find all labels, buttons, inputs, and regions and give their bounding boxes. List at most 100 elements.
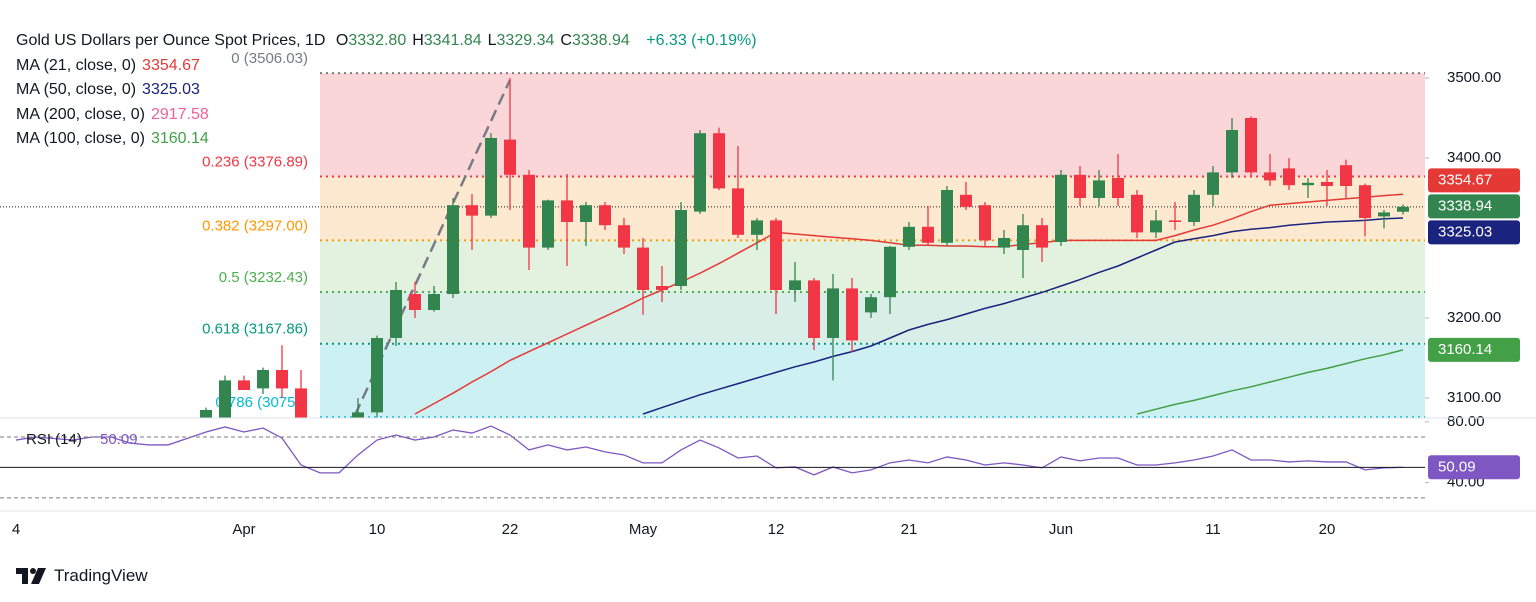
fib-layer: 0 (3506.03) 0.236 (3376.89) 0.382 (3297.00… <box>202 50 1425 419</box>
candle-body <box>1150 220 1162 233</box>
candle-body <box>1283 168 1295 186</box>
fib-level-label: 0.786 (3075.9 <box>215 394 308 411</box>
legend-value: 3354.67 <box>142 56 200 74</box>
candle-body <box>1169 220 1181 222</box>
candle-body <box>200 410 212 418</box>
candle-body <box>352 412 364 418</box>
header-row: Gold US Dollars per Ounce Spot Prices, 1… <box>16 29 763 54</box>
candle-body <box>561 200 573 222</box>
candle-body <box>238 380 250 390</box>
candle-body <box>276 370 288 389</box>
candle-body <box>1055 174 1067 242</box>
legend-row: MA (200, close, 0) 2917.58 <box>16 103 763 128</box>
ohlc-value: 3332.80 <box>348 32 407 49</box>
ma-line <box>642 217 1404 415</box>
ohlc-value: 3338.94 <box>571 32 630 49</box>
legend-name: MA (50, close, 0) <box>16 81 137 98</box>
x-tick-label: May <box>629 521 658 538</box>
candle-body <box>219 380 231 418</box>
price-badge-label: 3338.94 <box>1438 197 1492 214</box>
x-tick-label: 20 <box>1319 521 1336 538</box>
ohlc-label: C <box>560 32 572 49</box>
candle-body <box>1226 130 1238 173</box>
candle-body <box>998 238 1010 248</box>
x-tick-label: 10 <box>369 521 386 538</box>
price-badge-label: 3354.67 <box>1438 171 1492 188</box>
ohlc-label: H <box>412 32 424 49</box>
fib-level-label: 0.618 (3167.86) <box>202 321 308 338</box>
rsi-pane <box>0 425 1425 499</box>
candle-body <box>504 139 516 175</box>
legend-name: MA (100, close, 0) <box>16 130 145 147</box>
fib-zone <box>320 240 1425 293</box>
candle-body <box>1017 225 1029 250</box>
price-badge <box>1428 337 1520 362</box>
candle-body <box>428 294 440 310</box>
candle-body <box>371 338 383 413</box>
candle-body <box>257 370 269 389</box>
change: +6.33 (+0.19%) <box>646 32 757 49</box>
candle-body <box>865 297 877 313</box>
candle-body <box>1397 206 1409 212</box>
ohlc: O3332.80 H3341.84 L3329.34 C3338.94 <box>336 32 636 49</box>
x-tick-label: 12 <box>768 521 785 538</box>
fib-zone <box>320 343 1425 418</box>
y-tick-label: 3400.00 <box>1447 149 1501 166</box>
candle-body <box>523 174 535 248</box>
brand: TradingView <box>16 566 148 586</box>
x-tick-label: 22 <box>502 521 519 538</box>
fib-level-label: 0 (3506.03) <box>231 50 308 67</box>
candle-body <box>1112 178 1124 198</box>
price-badge <box>1428 220 1520 245</box>
y-tick-label: 3100.00 <box>1447 389 1501 406</box>
ohlc-label: O <box>335 32 349 49</box>
candle-body <box>903 226 915 247</box>
candle-body <box>390 290 402 338</box>
candle-body <box>542 200 554 248</box>
y-tick-label: 3200.00 <box>1447 309 1501 326</box>
price-badge <box>1428 194 1520 219</box>
candle-body <box>770 220 782 290</box>
candle-body <box>1245 118 1257 173</box>
candle-body <box>1188 194 1200 222</box>
candle-body <box>637 247 649 290</box>
candle-body <box>599 205 611 226</box>
x-tick-label: Apr <box>232 521 255 538</box>
x-tick-label: 11 <box>1205 521 1221 538</box>
ohlc-value: 3329.34 <box>496 32 555 49</box>
candle-body <box>618 225 630 248</box>
rsi-title: RSI (14) <box>26 431 82 448</box>
candle-body <box>789 280 801 290</box>
rsi-value: 50.09 <box>100 431 138 448</box>
candle-body <box>485 138 497 216</box>
candle-body <box>979 205 991 241</box>
candle-body <box>884 246 896 298</box>
rsi-line <box>15 425 1404 476</box>
candle-body <box>1036 225 1048 248</box>
candle-body <box>466 205 478 216</box>
candle-body <box>295 388 307 418</box>
candle-body <box>1093 180 1105 198</box>
legend-row: MA (100, close, 0) 3160.14 <box>16 127 763 152</box>
price-badge <box>1428 168 1520 193</box>
axes: RSI (14) 50.09 3100.00 3200.00 3400.00 3500.0… <box>12 69 1520 538</box>
fib-level-label: 0.382 (3297.00) <box>202 217 308 234</box>
x-tick-label: 21 <box>901 521 918 538</box>
fib-level-label: 0.236 (3376.89) <box>202 153 308 170</box>
x-tick-label: 4 <box>12 521 20 538</box>
legend-name: MA (21, close, 0) <box>16 56 137 74</box>
legend-value: 3160.14 <box>150 130 209 147</box>
candle-body <box>941 190 953 243</box>
candle-body <box>675 210 687 286</box>
price-badge-label: 3325.03 <box>1438 223 1492 240</box>
candle-body <box>1340 165 1352 186</box>
candle-body <box>1074 174 1086 198</box>
candle-body <box>409 294 421 310</box>
candle-body <box>808 280 820 338</box>
candle-body <box>732 188 744 235</box>
rsi-badge-label: 50.09 <box>1438 458 1476 475</box>
candle-body <box>656 286 668 290</box>
ohlc-value: 3341.84 <box>423 32 482 49</box>
